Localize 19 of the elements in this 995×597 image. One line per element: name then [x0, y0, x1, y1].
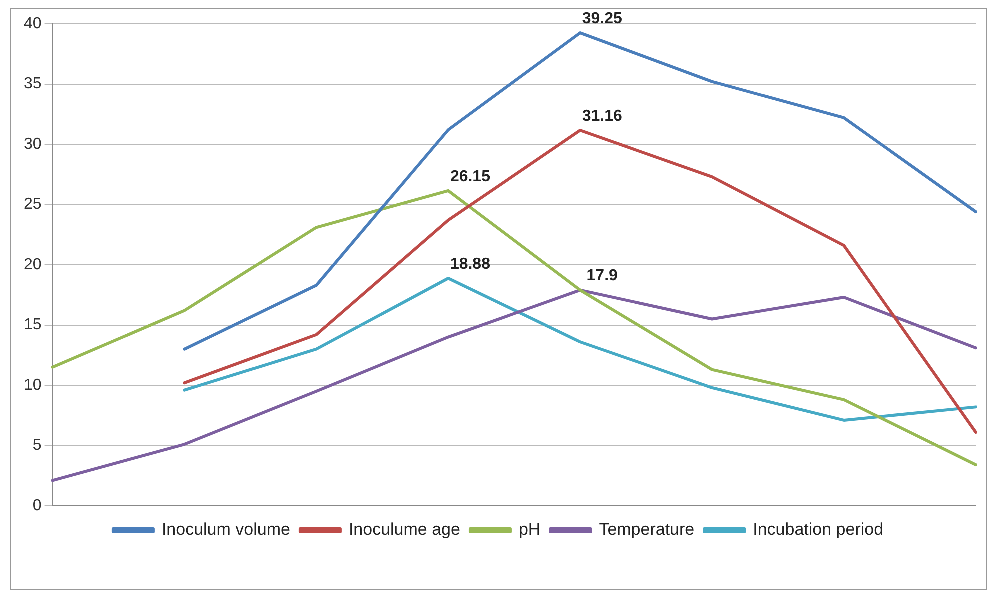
- legend-label: pH: [518, 520, 541, 540]
- legend-label: Inoculume age: [348, 520, 460, 540]
- y-tick-label: 0: [32, 497, 42, 514]
- y-tick-label: 25: [24, 196, 42, 214]
- legend-label: Inoculum volume: [162, 520, 290, 540]
- y-tick-label: 5: [32, 437, 42, 454]
- data-label: 39.25: [582, 10, 622, 28]
- data-label: 17.9: [586, 268, 618, 285]
- legend-label: Incubation period: [753, 520, 884, 540]
- y-tick-label: 20: [24, 256, 42, 274]
- y-tick-label: 35: [24, 76, 42, 93]
- legend-label: Temperature: [599, 520, 695, 540]
- data-label: 18.88: [450, 256, 491, 273]
- data-label: 26.15: [450, 168, 491, 186]
- data-label: 31.16: [582, 108, 622, 125]
- y-tick-label: 15: [24, 316, 42, 334]
- y-tick-label: 10: [24, 376, 42, 394]
- y-tick-label: 30: [24, 136, 42, 153]
- y-tick-label: 40: [24, 15, 42, 32]
